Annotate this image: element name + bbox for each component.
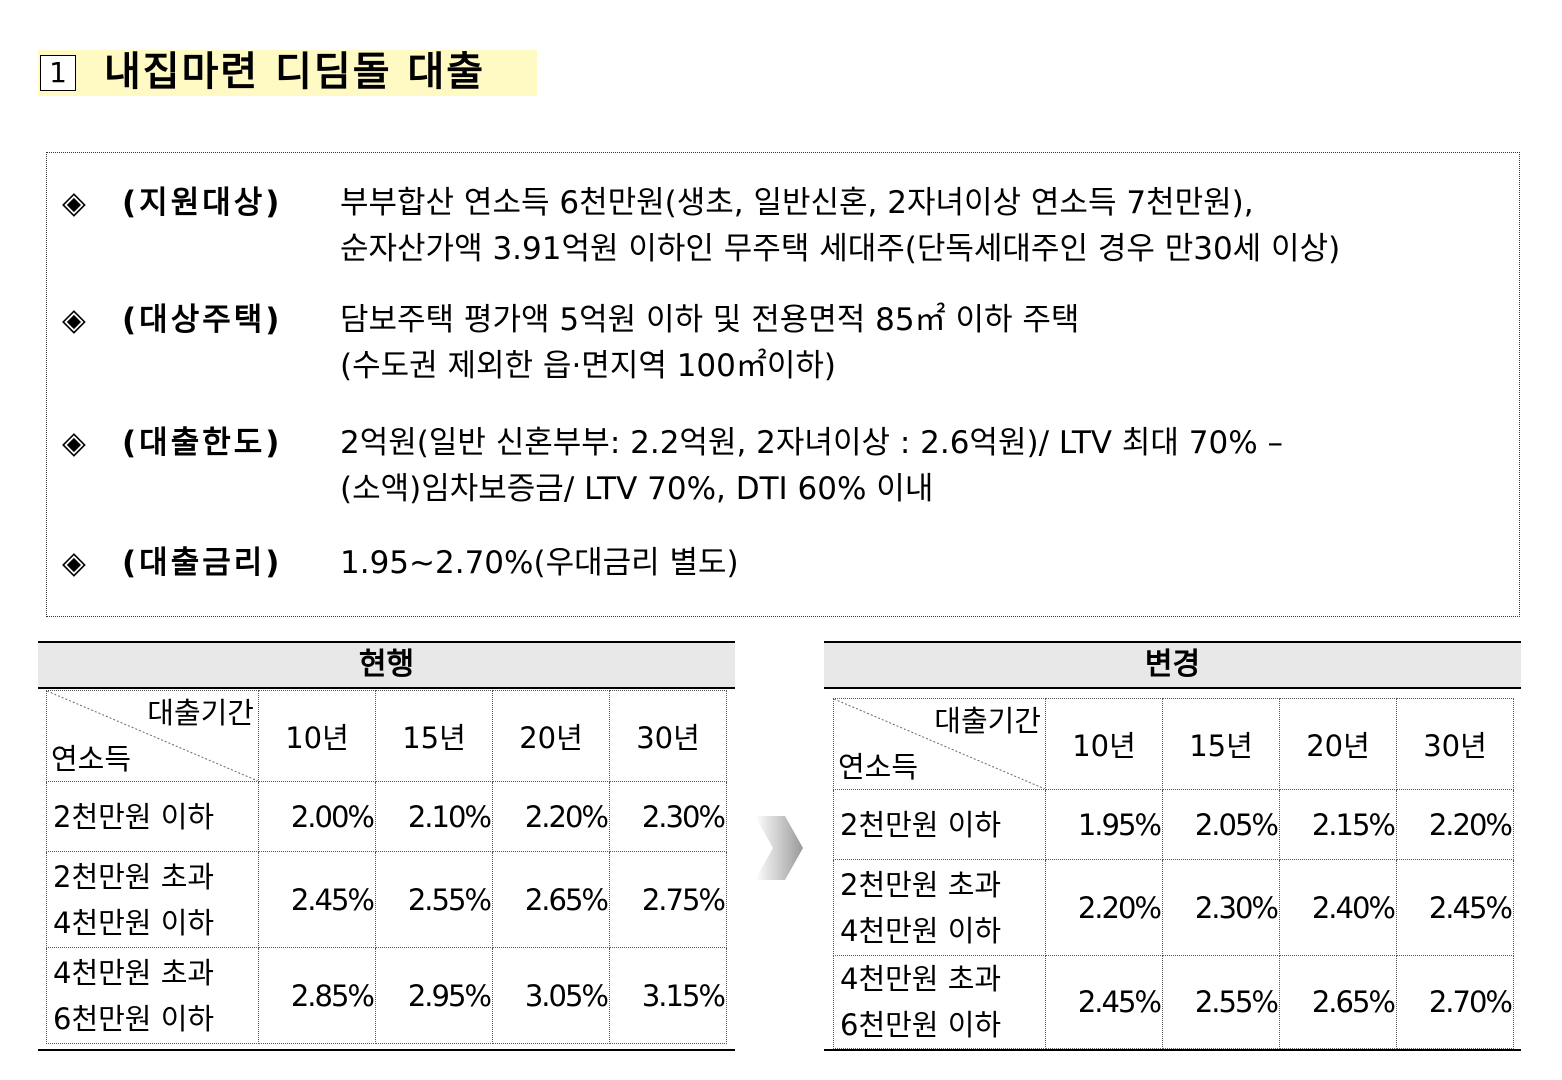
item-label: (대상주택) [122,302,283,338]
label-line: 4천만원 초과 [840,962,1002,996]
row-label: 2천만원 이하 [46,781,259,852]
label-line: 2천만원 초과 [840,867,1002,902]
section-title: 내집마련 디딤돌 대출 [104,49,486,95]
rate-cell: 2.55% [1162,955,1280,1049]
column-header: 15년 [375,690,493,782]
item-text: 담보주택 평가액 5억원 이하 및 전용면적 85㎡ 이하 주택 (수도권 제외한… [340,297,1079,389]
data-row: 4천만원 초과 6천만원 이하 2.85% 2.95% 3.05% 3.15% [46,947,727,1044]
text-line: 1.95∼2.70%(우대금리 별도) [340,545,739,581]
rate-cell: 3.05% [492,947,610,1044]
column-header: 20년 [492,690,610,782]
table-bottom-rule [824,1049,1521,1051]
item-label: (지원대상) [122,185,283,221]
table-title: 현행 [38,641,735,689]
rate-cell: 3.15% [609,947,727,1044]
rate-cell: 2.70% [1396,955,1514,1049]
row-label: 2천만원 초과 4천만원 이하 [833,859,1046,956]
text-line: 2억원(일반 신혼부부: 2.2억원, 2자녀이상 : 2.6억원)/ LTV … [340,425,1284,461]
row-label: 2천만원 초과 4천만원 이하 [46,851,259,948]
section-number: 1 [40,55,76,91]
rate-cell: 2.20% [1045,859,1163,956]
data-row: 2천만원 초과 4천만원 이하 2.20% 2.30% 2.40% 2.45% [833,859,1514,956]
corner-top: 대출기간 [147,696,254,730]
label-line: 2천만원 초과 [53,859,215,894]
rate-cell: 2.95% [375,947,493,1044]
rate-cell: 1.95% [1045,789,1163,860]
rate-cell: 2.65% [492,851,610,948]
row-label: 2천만원 이하 [833,789,1046,860]
rate-cell: 2.05% [1162,789,1280,860]
header-row: 대출기간 연소득 10년 15년 20년 30년 [46,690,727,782]
item-label: (대출한도) [122,425,283,461]
rate-table: 대출기간 연소득 10년 15년 20년 30년 2천만원 이하 2.00% 2.10% 2.20… [46,690,727,1044]
data-row: 4천만원 초과 6천만원 이하 2.45% 2.55% 2.65% 2.70% [833,955,1514,1049]
table-title: 변경 [824,641,1521,689]
bullet: ◈ [62,185,86,221]
label-line: 4천만원 이하 [53,905,215,940]
column-header: 20년 [1279,698,1397,790]
rate-cell: 2.85% [258,947,376,1044]
table-bottom-rule [38,1049,735,1051]
row-label: 4천만원 초과 6천만원 이하 [833,955,1046,1049]
data-row: 2천만원 이하 1.95% 2.05% 2.15% 2.20% [833,789,1514,860]
rate-cell: 2.00% [258,781,376,852]
rate-cell: 2.55% [375,851,493,948]
label-line: 2천만원 이하 [840,807,1002,842]
rate-cell: 2.30% [609,781,727,852]
text-line: 순자산가액 3.91억원 이하인 무주택 세대주(단독세대주인 경우 만30세 … [340,231,1341,267]
text-line: 담보주택 평가액 5억원 이하 및 전용면적 85㎡ 이하 주택 [340,302,1080,338]
header-row: 대출기간 연소득 10년 15년 20년 30년 [833,698,1514,790]
label-line: 4천만원 이하 [840,913,1002,948]
label-line: 6천만원 이하 [840,1008,1002,1042]
item-label: (대출금리) [122,545,283,581]
rate-cell: 2.45% [1045,955,1163,1049]
rate-cell: 2.30% [1162,859,1280,956]
column-header: 10년 [258,690,376,782]
corner-bottom: 연소득 [838,750,919,784]
text-line: (소액)임차보증금/ LTV 70%, DTI 60% 이내 [340,471,934,507]
data-row: 2천만원 이하 2.00% 2.10% 2.20% 2.30% [46,781,727,852]
column-header: 30년 [609,690,727,782]
row-label: 4천만원 초과 6천만원 이하 [46,947,259,1044]
bullet: ◈ [62,425,86,461]
rate-cell: 2.65% [1279,955,1397,1049]
rate-cell: 2.40% [1279,859,1397,956]
column-header: 30년 [1396,698,1514,790]
label-line: 2천만원 이하 [53,799,215,834]
rate-cell: 2.20% [1396,789,1514,860]
rate-cell: 2.45% [258,851,376,948]
item-text: 2억원(일반 신혼부부: 2.2억원, 2자녀이상 : 2.6억원)/ LTV … [340,420,1283,512]
rate-cell: 2.10% [375,781,493,852]
rate-cell: 2.45% [1396,859,1514,956]
arrow [755,816,803,880]
data-row: 2천만원 초과 4천만원 이하 2.45% 2.55% 2.65% 2.75% [46,851,727,948]
item-text: 1.95∼2.70%(우대금리 별도) [340,540,739,586]
label-line: 6천만원 이하 [53,1001,215,1036]
title-highlight [38,50,537,96]
column-header: 10년 [1045,698,1163,790]
bullet: ◈ [62,545,86,581]
rate-cell: 2.20% [492,781,610,852]
label-line: 4천만원 초과 [53,955,215,990]
rate-cell: 2.15% [1279,789,1397,860]
rate-cell: 2.75% [609,851,727,948]
item-text: 부부합산 연소득 6천만원(생초, 일반신혼, 2자녀이상 연소득 7천만원),… [340,180,1340,272]
corner-bottom: 연소득 [51,742,132,776]
column-header: 15년 [1162,698,1280,790]
text-line: (수도권 제외한 읍·면지역 100㎡이하) [340,348,837,384]
rate-table: 대출기간 연소득 10년 15년 20년 30년 2천만원 이하 1.95% 2.05% 2.15… [833,698,1514,1049]
summary-box [46,152,1520,617]
bullet: ◈ [62,302,86,338]
corner-top: 대출기간 [934,704,1041,738]
text-line: 부부합산 연소득 6천만원(생초, 일반신혼, 2자녀이상 연소득 7천만원), [340,185,1254,221]
